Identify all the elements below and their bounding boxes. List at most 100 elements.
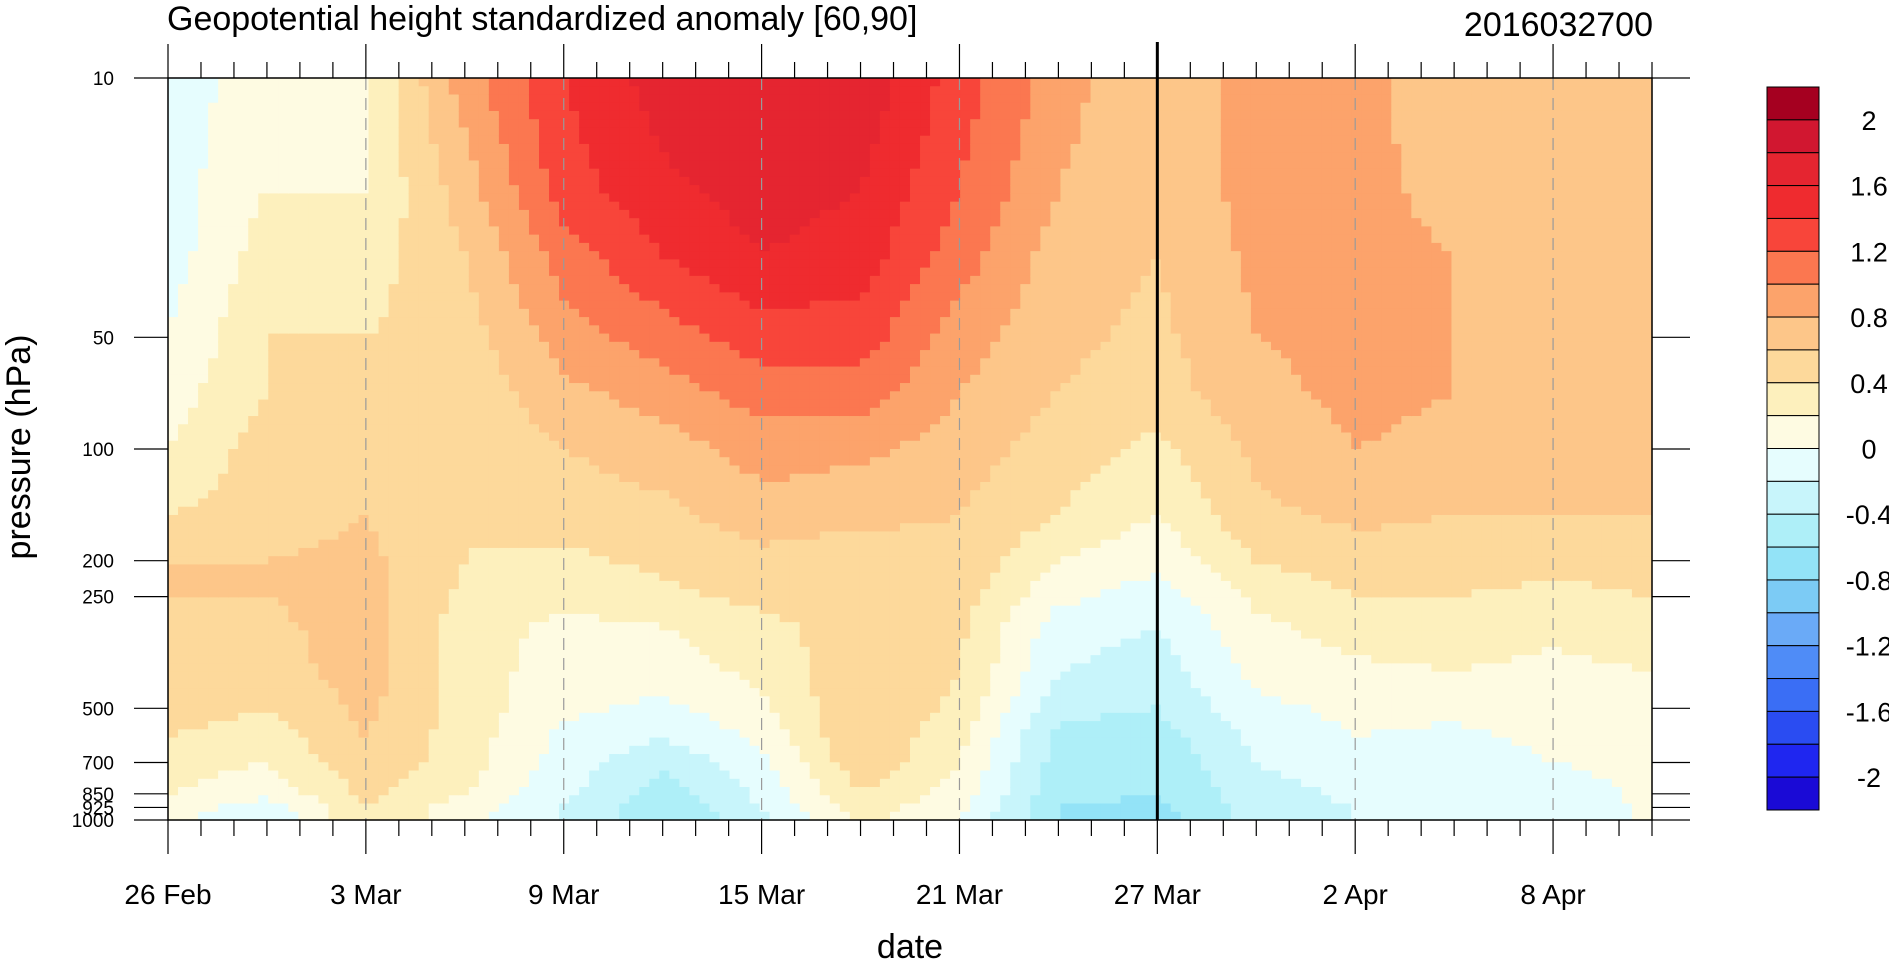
field-cell: [308, 770, 320, 780]
field-cell: [609, 589, 620, 598]
field-cell: [378, 333, 390, 343]
field-cell: [669, 333, 680, 343]
field-cell: [338, 630, 350, 640]
field-cell: [508, 696, 520, 706]
field-cell: [579, 218, 590, 227]
field-cell: [168, 267, 179, 277]
field-cell: [549, 762, 560, 772]
field-cell: [338, 325, 350, 335]
field-cell: [609, 646, 620, 656]
field-cell: [248, 308, 259, 318]
field-cell: [218, 383, 229, 392]
field-cell: [388, 613, 400, 623]
field-cell: [599, 218, 610, 227]
field-cell: [408, 135, 420, 145]
field-cell: [208, 655, 219, 664]
field-cell: [428, 168, 440, 178]
field-cell: [418, 490, 430, 500]
field-cell: [699, 102, 711, 112]
field-cell: [358, 762, 370, 772]
field-cell: [518, 242, 530, 252]
field-cell: [639, 622, 650, 631]
field-cell: [428, 292, 440, 302]
field-cell: [388, 787, 400, 796]
field-cell: [619, 490, 630, 500]
field-cell: [288, 811, 299, 821]
field-cell: [478, 811, 490, 821]
field-cell: [268, 193, 279, 203]
field-cell: [318, 275, 330, 285]
field-cell: [498, 440, 510, 450]
field-cell: [468, 523, 480, 533]
field-cell: [198, 300, 209, 310]
field-cell: [539, 803, 550, 813]
field-cell: [318, 663, 330, 673]
field-cell: [709, 663, 721, 673]
field-cell: [488, 383, 500, 392]
field-cell: [358, 176, 370, 186]
field-cell: [308, 119, 320, 129]
field-cell: [498, 366, 510, 376]
field-cell: [699, 613, 711, 623]
field-cell: [579, 284, 590, 293]
field-cell: [539, 78, 550, 87]
field-cell: [388, 663, 400, 673]
field-cell: [609, 226, 620, 236]
field-cell: [518, 465, 530, 475]
field-cell: [218, 688, 229, 697]
field-cell: [398, 424, 410, 434]
field-cell: [508, 745, 520, 755]
field-cell: [248, 440, 259, 450]
field-cell: [398, 160, 410, 170]
field-cell: [609, 102, 620, 112]
field-cell: [619, 267, 630, 277]
field-cell: [539, 383, 550, 392]
field-cell: [619, 292, 630, 302]
field-cell: [448, 539, 460, 549]
field-cell: [579, 589, 590, 598]
field-cell: [308, 737, 320, 747]
field-cell: [308, 86, 320, 96]
field-cell: [338, 383, 350, 392]
field-cell: [338, 655, 350, 664]
field-cell: [448, 102, 460, 112]
field-cell: [228, 218, 239, 227]
field-cell: [659, 374, 670, 384]
field-cell: [458, 374, 470, 384]
field-cell: [609, 729, 620, 739]
field-cell: [318, 671, 330, 681]
field-cell: [318, 803, 330, 813]
field-cell: [398, 811, 410, 821]
field-cell: [669, 440, 680, 450]
field-cell: [348, 514, 360, 524]
field-cell: [188, 622, 199, 631]
field-cell: [649, 209, 660, 219]
field-cell: [188, 762, 199, 772]
field-cell: [328, 185, 340, 195]
field-cell: [258, 671, 269, 681]
field-cell: [669, 556, 680, 566]
field-cell: [218, 754, 229, 763]
field-cell: [589, 135, 600, 145]
field-cell: [659, 580, 670, 590]
field-cell: [699, 465, 711, 475]
field-cell: [188, 325, 199, 335]
field-cell: [198, 193, 209, 203]
field-cell: [539, 416, 550, 425]
field-cell: [248, 671, 259, 681]
field-cell: [528, 465, 540, 475]
field-cell: [508, 729, 520, 739]
field-cell: [178, 572, 189, 582]
field-cell: [518, 762, 530, 772]
field-cell: [378, 201, 390, 211]
field-cell: [378, 729, 390, 739]
field-cell: [559, 152, 570, 162]
field-cell: [458, 333, 470, 343]
field-cell: [689, 209, 701, 219]
field-cell: [669, 613, 680, 623]
field-cell: [659, 473, 670, 483]
field-cell: [669, 811, 680, 821]
field-cell: [318, 572, 330, 582]
field-cell: [709, 762, 721, 772]
field-cell: [659, 94, 670, 104]
